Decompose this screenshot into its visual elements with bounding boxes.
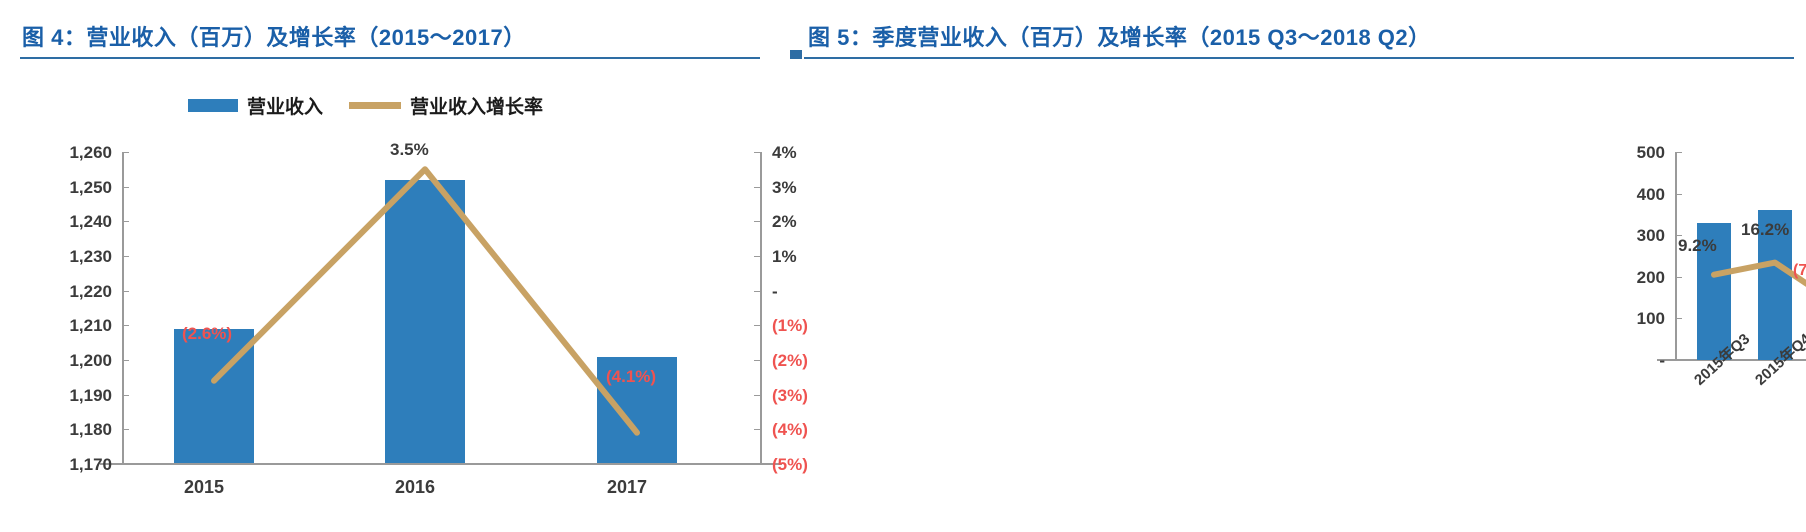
growth-line-series [211,166,640,436]
data-label-growth: 9.2% [1678,236,1717,255]
right-axis-label: (1%) [772,316,808,336]
figure-5-panel: 图 5：季度营业收入（百万）及增长率（2015 Q3～2018 Q2） 营业收入… [790,0,1806,532]
bar-swatch-icon [188,99,238,112]
left-tick [1675,235,1682,237]
right-axis-label: - [772,281,778,301]
right-axis-label: (5%) [772,455,808,474]
right-axis-label: (3%) [772,385,808,405]
right-axis-label: 2% [772,212,797,232]
left-axis-label: 1,250 [69,177,112,197]
left-tick [122,256,129,257]
left-tick [122,221,129,223]
left-y-axis [122,152,124,464]
data-label-growth: (7.2%) [1793,262,1806,279]
left-axis-label: 1,210 [69,316,112,336]
left-tick [1675,193,1682,195]
figure-5-title: 图 5：季度营业收入（百万）及增长率（2015 Q3～2018 Q2） [808,25,1431,50]
legend-label-growth: 营业收入增长率 [410,97,544,118]
right-axis-label: 1% [772,247,797,266]
right-axis-label: (2%) [772,351,808,370]
figure-5-plot: 500 400 300 200 100 - 80% 60% 40% 20% - … [1637,143,1806,389]
left-tick [122,360,129,361]
figure-4-legend: 营业收入 营业收入增长率 [188,92,543,119]
left-axis-label: 1,190 [69,385,112,405]
data-label-growth: 3.5% [390,140,429,159]
x-axis [1657,359,1806,361]
right-tick [754,256,761,257]
left-tick [1675,318,1682,320]
right-tick [754,325,761,327]
left-tick [122,152,129,153]
right-tick [754,394,761,396]
left-axis-label: 1,260 [69,143,112,162]
left-tick [1675,152,1682,153]
left-tick [122,325,129,327]
bar-2015Q4 [1758,209,1792,360]
left-axis-label: 1,220 [69,281,112,301]
right-tick [754,290,761,292]
left-axis-label: 200 [1636,267,1665,287]
right-axis-label: 4% [772,143,797,162]
left-tick [122,290,129,292]
x-axis-label: 2015 [184,477,225,497]
left-tick [122,186,129,188]
right-axis-label: 3% [772,177,797,197]
x-axis-label: 2017 [607,477,648,497]
left-tick [122,429,129,431]
legend-item-growth: 营业收入增长率 [349,92,543,119]
right-y-axis [760,152,762,464]
bar-2016 [385,179,465,463]
data-label-growth: (4.1%) [606,367,657,386]
right-tick [754,360,761,361]
right-tick [754,429,761,431]
panel-edge-marker [790,50,802,59]
left-axis-label: 500 [1636,143,1665,162]
figure-4-panel: 图 4：营业收入（百万）及增长率（2015～2017） 营业收入 营业收入增长率 [0,0,808,532]
right-tick [754,152,761,153]
legend-item-revenue: 营业收入 [188,92,323,119]
left-tick [1675,276,1682,278]
figure-5-title-rule [804,57,1794,59]
left-axis-label: 400 [1636,184,1665,204]
right-tick [754,186,761,188]
left-axis-label: 1,170 [69,455,112,474]
left-tick [122,394,129,396]
x-axis-label: 2016 [395,477,436,497]
left-axis-label: 1,200 [69,351,112,370]
left-axis-label: 1,180 [69,420,112,440]
figure-4-title: 图 4：营业收入（百万）及增长率（2015～2017） [22,25,526,50]
left-axis-label: - [1659,351,1665,370]
left-axis-label: 1,240 [69,212,112,232]
data-label-growth: (2.6%) [182,324,233,343]
left-axis-label: 300 [1636,226,1665,246]
data-label-growth: 16.2% [1741,220,1790,239]
figure-4-plot: 1,260 1,250 1,240 1,230 1,220 1,210 1,20… [69,140,807,497]
bar-2015Q3 [1697,222,1731,360]
line-swatch-icon [349,102,402,109]
x-axis [100,463,782,465]
bar-2017 [597,356,677,463]
left-axis-label: 100 [1636,309,1665,329]
legend-label-revenue: 营业收入 [247,97,324,118]
right-tick [754,221,761,223]
figure-4-title-rule [20,57,760,59]
right-axis-label: (4%) [772,420,808,440]
left-axis-label: 1,230 [69,247,112,266]
left-y-axis [1675,152,1677,360]
